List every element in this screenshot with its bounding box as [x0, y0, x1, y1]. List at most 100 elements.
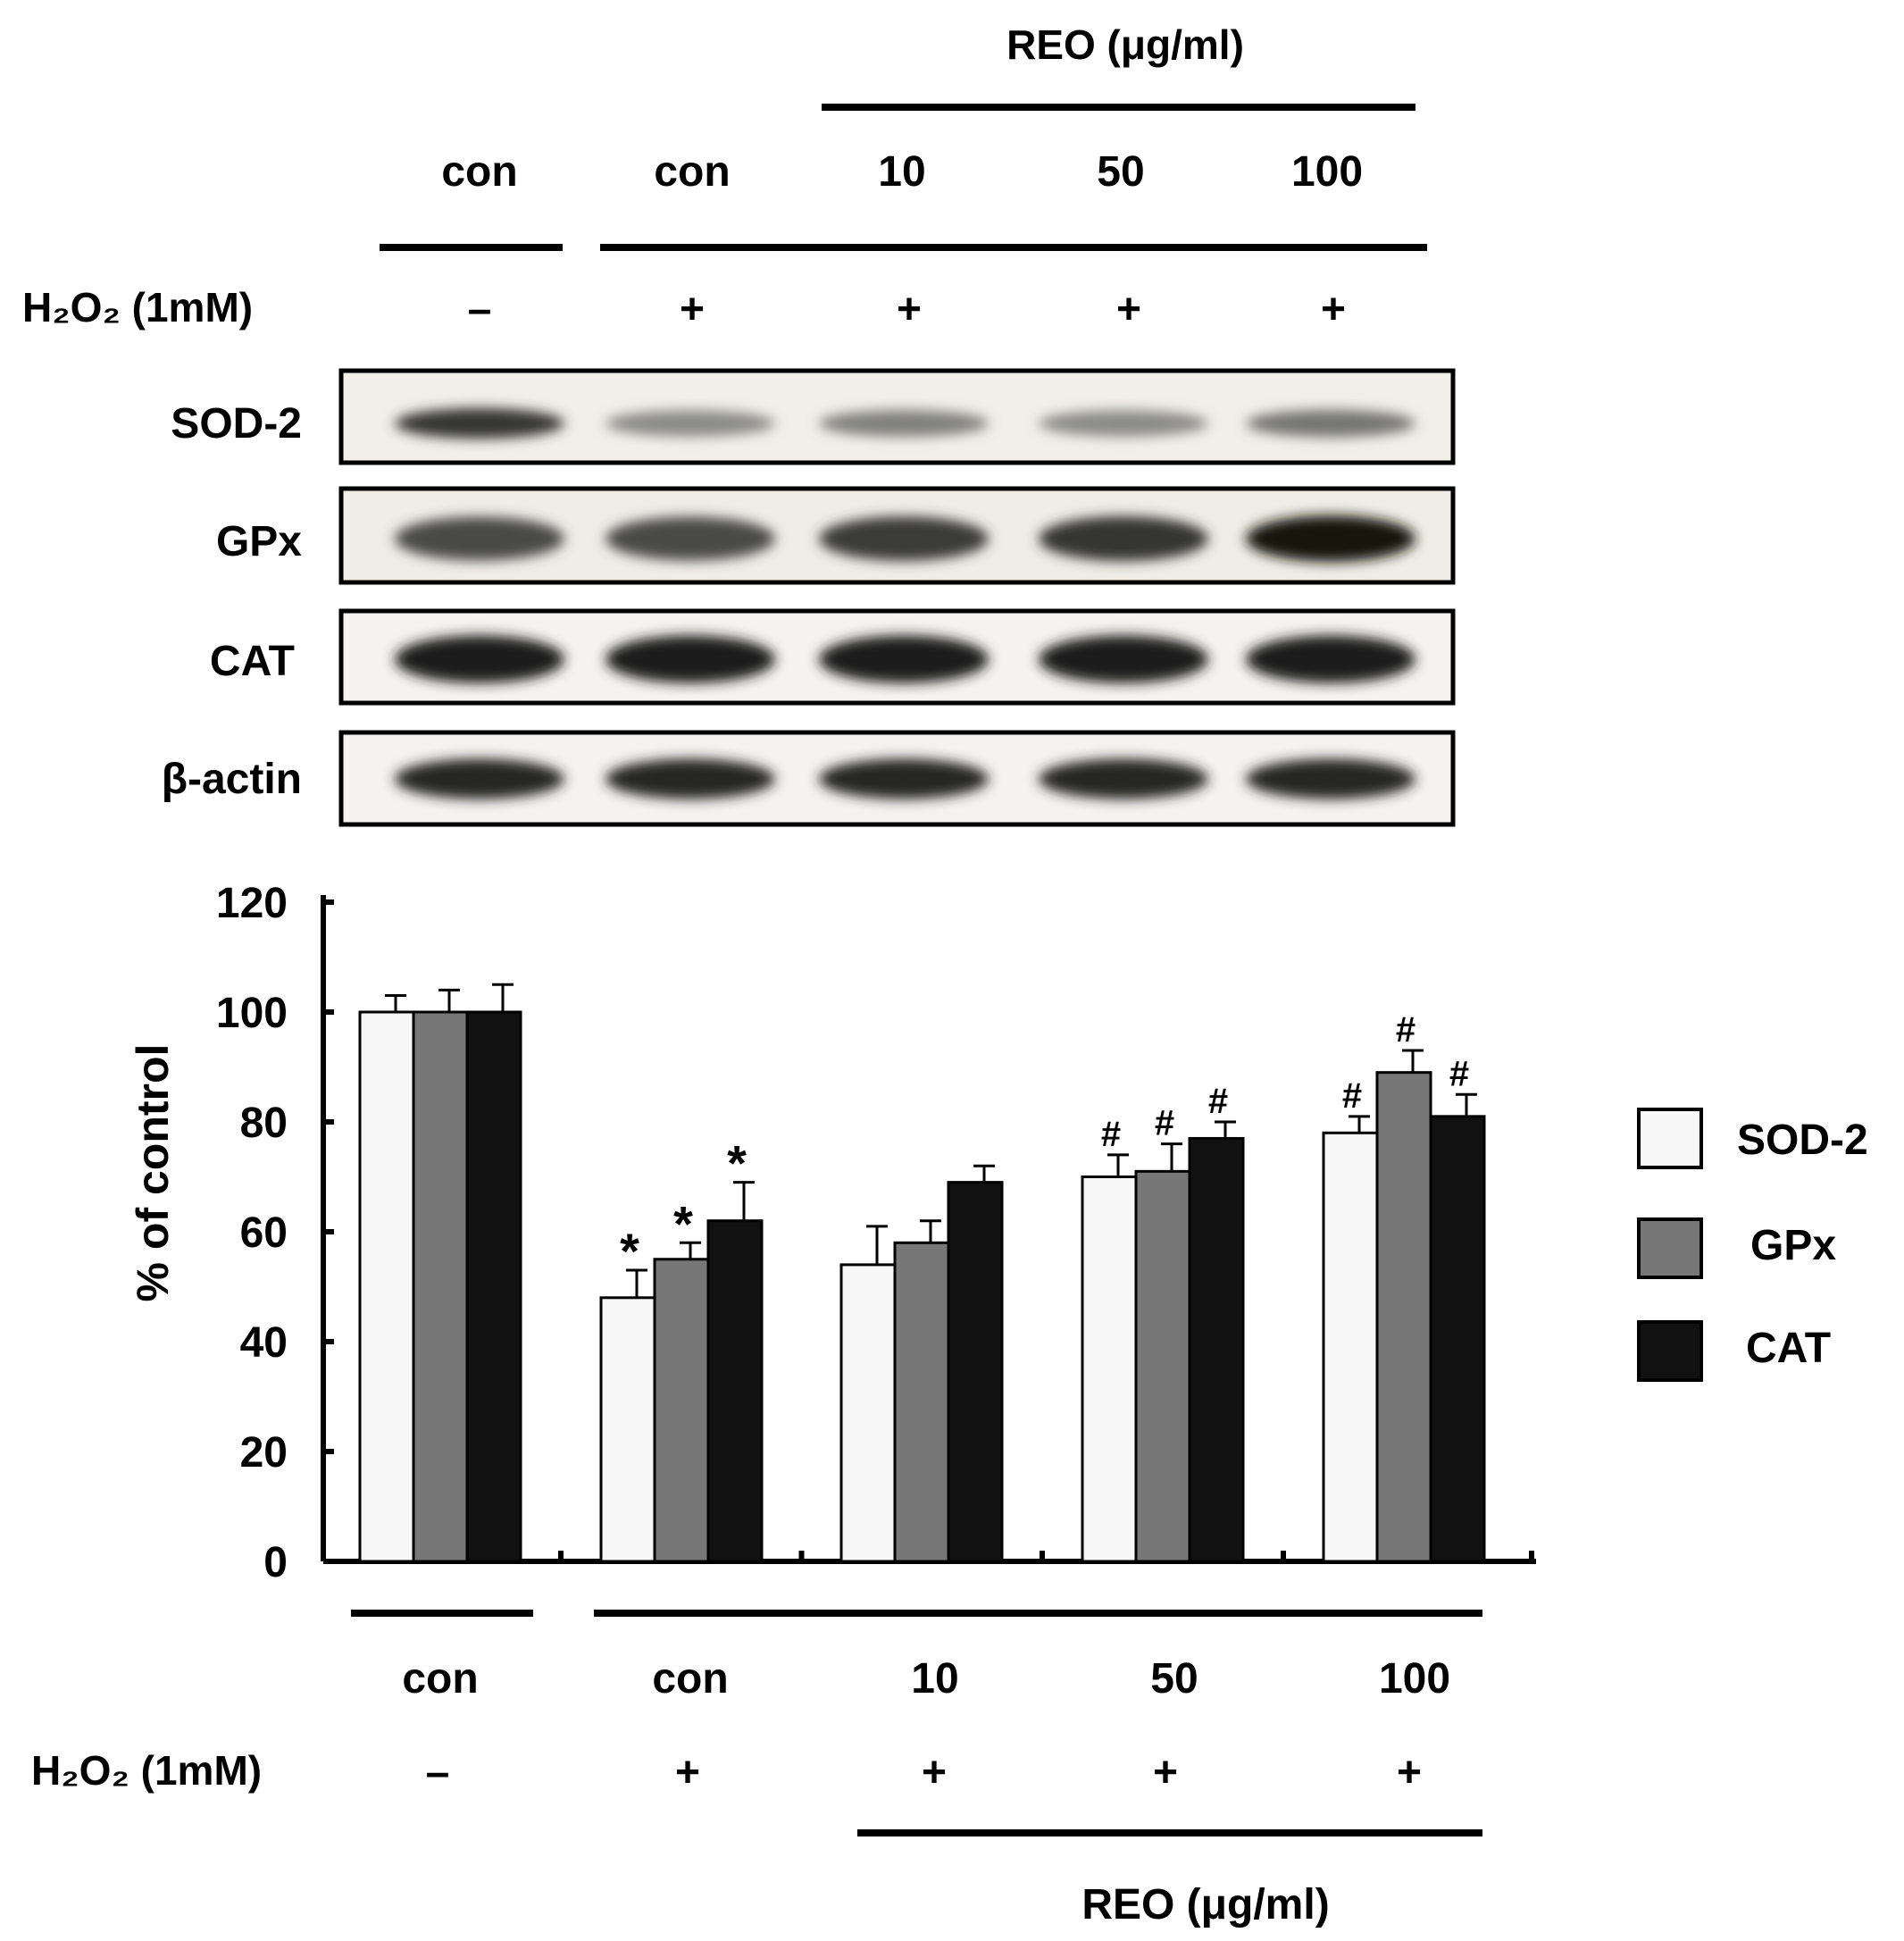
bar-cat-1	[706, 1219, 764, 1563]
bar-cat-3	[1188, 1136, 1245, 1563]
bar-sod-2-0	[358, 1010, 415, 1563]
y-tick-label: 80	[240, 1100, 288, 1147]
bar-sod-2-3	[1081, 1175, 1138, 1563]
bar-gpx-0	[412, 1010, 469, 1563]
bar-gpx-1	[653, 1258, 710, 1563]
bar-sod-2-1	[599, 1296, 656, 1563]
blot-panel-cat: CAT	[210, 608, 1456, 706]
blot-panel-sod2: SOD-2	[171, 368, 1456, 465]
blot-band	[1246, 635, 1415, 683]
blot-sign-4: +	[1116, 286, 1141, 333]
blot-bands-cat	[395, 635, 1415, 683]
blot-row-label-gpx: GPx	[216, 518, 302, 565]
x-tick-label-2: con	[652, 1655, 728, 1703]
blot-band	[819, 516, 989, 561]
blot-sign-1: –	[468, 286, 492, 333]
blot-band	[395, 407, 564, 439]
bar-sod-2-4	[1322, 1131, 1379, 1563]
y-tick-label: 120	[216, 880, 288, 927]
blot-bands-sod2	[395, 407, 1415, 439]
chart-sign-2: +	[675, 1749, 700, 1796]
significance-mark: *	[673, 1195, 693, 1251]
blot-lane-label-1: con	[441, 148, 517, 196]
blot-band	[395, 758, 564, 799]
chart-sign-4: +	[1153, 1749, 1178, 1796]
bars	[358, 1010, 1486, 1563]
chart-sign-3: +	[922, 1749, 947, 1796]
blot-band	[395, 635, 564, 683]
chart-bottom-annotations: con con 10 50 100 H₂O₂ (1mM) – + + + + R…	[31, 1610, 1482, 1928]
blot-band	[1039, 410, 1208, 437]
significance-mark: *	[727, 1135, 747, 1192]
significance-mark: #	[1208, 1082, 1228, 1121]
y-tick-label: 60	[240, 1209, 288, 1257]
y-tick-label: 20	[240, 1429, 288, 1477]
bar-gpx-3	[1134, 1169, 1191, 1563]
chart-h2o2-label: H₂O₂ (1mM)	[31, 1747, 262, 1794]
blot-reo-label: REO (μg/ml)	[1006, 21, 1244, 68]
x-tick-label-4: 50	[1150, 1655, 1198, 1703]
x-tick-label-1: con	[402, 1655, 478, 1703]
blot-band	[605, 635, 775, 683]
blot-lane-label-4: 50	[1097, 148, 1144, 196]
blot-bands-gpx	[395, 515, 1415, 562]
blot-lane-label-3: 10	[878, 148, 925, 196]
blot-band	[819, 410, 989, 437]
significance-mark: #	[1342, 1076, 1362, 1116]
blot-header: REO (μg/ml) con con 10 50 100 H₂O₂ (1mM)…	[22, 21, 1427, 333]
x-tick-label-3: 10	[911, 1655, 958, 1703]
blot-band	[1039, 758, 1208, 799]
legend-swatch-sod2	[1637, 1108, 1703, 1169]
blot-row-label-sod2: SOD-2	[171, 400, 302, 448]
significance-marks: * # # * # # * # #	[620, 1010, 1469, 1279]
bar-cat-4	[1429, 1115, 1486, 1563]
significance-mark: #	[1155, 1104, 1174, 1143]
bar-cat-0	[465, 1010, 522, 1563]
bar-chart: % of control 0 20 40 60 80 100 120 * # # * # # * # #	[128, 880, 1536, 1586]
legend-swatch-cat	[1637, 1320, 1703, 1382]
chart-sign-1: –	[426, 1749, 450, 1796]
blot-band	[1246, 515, 1415, 562]
y-axis-title: % of control	[128, 1044, 178, 1302]
blot-band	[605, 758, 775, 799]
error-bars	[385, 983, 1477, 1298]
x-tick-label-5: 100	[1379, 1655, 1450, 1703]
significance-mark: *	[620, 1223, 639, 1279]
blot-h2o2-label: H₂O₂ (1mM)	[22, 284, 253, 330]
blot-band	[605, 516, 775, 561]
legend: SOD-2 GPx CAT	[1637, 1108, 1868, 1382]
blot-band	[819, 635, 989, 683]
blot-panel-actin: β-actin	[162, 730, 1456, 827]
blot-lane-label-2: con	[654, 148, 730, 196]
bar-cat-2	[947, 1181, 1004, 1563]
legend-label-sod2: SOD-2	[1737, 1117, 1868, 1164]
blot-sign-5: +	[1321, 286, 1346, 333]
bar-sod-2-2	[839, 1263, 897, 1563]
blot-band	[1039, 635, 1208, 683]
blot-band	[1246, 758, 1415, 799]
y-tick-label: 40	[240, 1319, 288, 1367]
bar-gpx-4	[1375, 1071, 1432, 1563]
blot-sign-2: +	[680, 286, 705, 333]
blot-band	[605, 410, 775, 437]
chart-sign-5: +	[1397, 1749, 1422, 1796]
blot-band	[1246, 409, 1415, 438]
significance-mark: #	[1396, 1010, 1415, 1050]
blot-bands-actin	[395, 758, 1415, 799]
bar-gpx-2	[893, 1241, 950, 1563]
blot-panel-gpx: GPx	[216, 486, 1456, 585]
blot-lane-label-5: 100	[1291, 148, 1363, 196]
legend-swatch-gpx	[1637, 1217, 1703, 1279]
blot-sign-3: +	[897, 286, 922, 333]
significance-mark: #	[1101, 1115, 1121, 1154]
significance-mark: #	[1449, 1054, 1469, 1093]
y-tick-label: 100	[216, 990, 288, 1037]
chart-reo-label: REO (μg/ml)	[1081, 1881, 1329, 1928]
blot-row-label-actin: β-actin	[162, 756, 302, 803]
blot-band	[819, 758, 989, 799]
blot-row-label-cat: CAT	[210, 638, 295, 685]
y-axis: 0 20 40 60 80 100 120	[216, 880, 334, 1586]
blot-band	[395, 516, 564, 561]
y-tick-label: 0	[263, 1539, 288, 1586]
